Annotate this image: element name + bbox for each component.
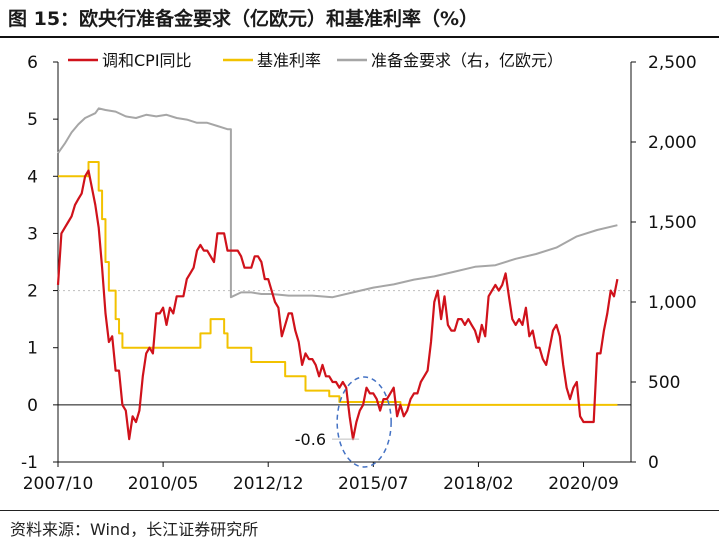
chart: 6 5 4 3 2 1 0 -1 2,500 2,000 1,500 1,000 500 0 2007/10…	[21, 51, 697, 494]
annotation-label: -0.6	[295, 430, 326, 449]
right-tick-label: 1,000	[648, 293, 697, 313]
left-tick-label: 4	[27, 167, 38, 187]
series-layer	[56, 107, 619, 441]
left-tick-label: -1	[21, 453, 38, 473]
annotation-layer: -0.6	[295, 376, 392, 468]
x-tick-label: 2020/09	[548, 474, 619, 494]
right-tick-label: 500	[648, 373, 680, 393]
series-line	[57, 107, 618, 299]
x-tick-label: 2007/10	[23, 474, 94, 494]
source-divider	[0, 510, 719, 511]
highlight-ellipse	[336, 376, 392, 468]
left-tick-label: 0	[27, 396, 38, 416]
chart-title: 图 15：欧央行准备金要求（亿欧元）和基准利率（%）	[8, 8, 479, 30]
right-tick-label: 1,500	[648, 213, 697, 233]
x-tick-label: 2010/05	[128, 474, 199, 494]
x-tick-label: 2015/07	[338, 474, 409, 494]
legend-label: 调和CPI同比	[102, 51, 192, 70]
series-line	[58, 161, 618, 406]
legend-label: 准备金要求（右，亿欧元）	[371, 51, 563, 70]
series-line	[56, 169, 619, 441]
legend-label: 基准利率	[257, 51, 321, 70]
source-note: 资料来源：Wind，长江证券研究所	[10, 520, 259, 539]
x-tick-label: 2018/02	[443, 474, 514, 494]
left-tick-label: 3	[27, 224, 38, 244]
left-tick-label: 5	[27, 110, 38, 130]
right-tick-label: 2,000	[648, 133, 697, 153]
legend: 调和CPI同比 基准利率 准备金要求（右，亿欧元）	[68, 51, 563, 70]
left-tick-label: 1	[27, 339, 38, 359]
right-tick-label: 2,500	[648, 53, 697, 73]
right-tick-label: 0	[648, 453, 659, 473]
left-tick-label: 2	[27, 282, 38, 302]
left-tick-label: 6	[27, 53, 38, 73]
title-divider	[0, 36, 719, 38]
x-tick-label: 2012/12	[233, 474, 304, 494]
axes: 6 5 4 3 2 1 0 -1 2,500 2,000 1,500 1,000 500 0 2007/10…	[21, 53, 697, 494]
